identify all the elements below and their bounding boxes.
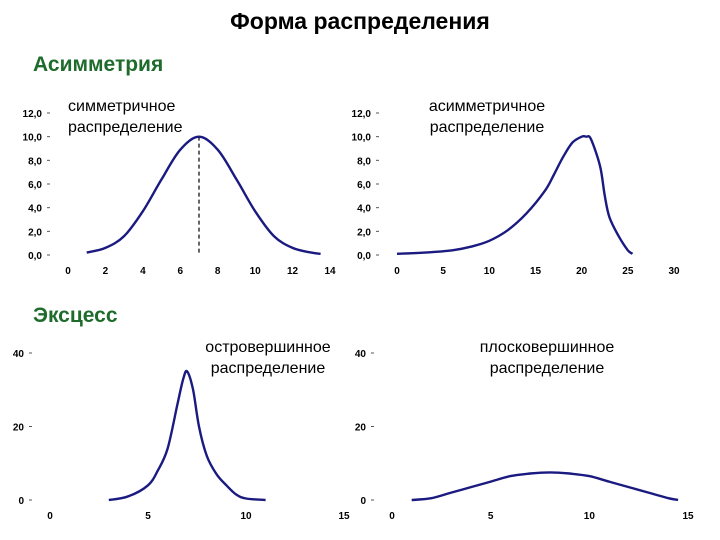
distribution-curve <box>396 134 634 255</box>
x-tick-label: 5 <box>145 511 151 522</box>
caption-line: распределение <box>210 360 326 377</box>
distribution-curve <box>411 471 679 502</box>
distribution-curve <box>86 135 321 255</box>
caption-line: распределение <box>489 360 605 377</box>
x-tick-label: 0 <box>65 266 71 277</box>
x-tick-label: 12 <box>287 266 299 277</box>
y-tick-label: 0,0 <box>28 251 42 262</box>
caption-asymmetric: асимметричное распределение <box>412 96 562 138</box>
x-tick-label: 5 <box>440 266 446 277</box>
caption-line: плосковершинное <box>479 339 615 356</box>
y-tick-label: 12,0 <box>352 109 372 120</box>
section-kurtosis: Эксцесс <box>33 304 118 327</box>
x-tick-label: 14 <box>324 266 336 277</box>
x-tick-label: 4 <box>140 266 146 277</box>
y-tick-label: 2,0 <box>357 227 371 238</box>
x-tick-label: 0 <box>47 511 53 522</box>
x-tick-label: 15 <box>682 511 694 522</box>
y-tick-label: 4,0 <box>357 204 371 215</box>
y-tick-label: 10,0 <box>23 133 43 144</box>
x-tick-label: 2 <box>103 266 109 277</box>
section-asymmetry: Асимметрия <box>33 53 164 76</box>
y-tick-label: 40 <box>355 349 367 360</box>
caption-leptokurtic: островершинное распределение <box>188 337 348 379</box>
caption-line: островершинное <box>205 339 331 356</box>
page-title: Форма распределения <box>230 8 490 34</box>
caption-line: симметричное <box>68 98 176 115</box>
x-tick-label: 15 <box>338 511 350 522</box>
y-tick-label: 0 <box>360 496 366 507</box>
y-tick-label: 4,0 <box>28 204 42 215</box>
caption-line: распределение <box>429 119 545 136</box>
y-tick-label: 8,0 <box>357 156 371 167</box>
y-tick-label: 6,0 <box>28 180 42 191</box>
x-tick-label: 10 <box>584 511 596 522</box>
x-tick-label: 10 <box>250 266 262 277</box>
distribution-curve <box>108 369 266 502</box>
x-tick-label: 10 <box>240 511 252 522</box>
caption-line: распределение <box>68 119 183 136</box>
x-tick-label: 6 <box>178 266 184 277</box>
caption-platykurtic: плосковершинное распределение <box>462 337 632 379</box>
x-tick-label: 20 <box>576 266 588 277</box>
y-tick-label: 20 <box>13 423 25 434</box>
y-tick-label: 12,0 <box>23 109 43 120</box>
y-tick-label: 10,0 <box>352 133 372 144</box>
x-tick-label: 10 <box>484 266 496 277</box>
y-tick-label: 40 <box>13 349 25 360</box>
caption-symmetric: симметричное распределение <box>68 96 183 138</box>
y-tick-label: 20 <box>355 423 367 434</box>
y-tick-label: 0,0 <box>357 251 371 262</box>
x-tick-label: 30 <box>668 266 680 277</box>
x-tick-label: 25 <box>622 266 634 277</box>
x-tick-label: 8 <box>215 266 221 277</box>
y-tick-label: 8,0 <box>28 156 42 167</box>
y-tick-label: 2,0 <box>28 227 42 238</box>
x-tick-label: 0 <box>394 266 400 277</box>
x-tick-label: 5 <box>488 511 494 522</box>
y-tick-label: 0 <box>18 496 24 507</box>
x-tick-label: 15 <box>530 266 542 277</box>
caption-line: асимметричное <box>428 98 546 115</box>
y-tick-label: 6,0 <box>357 180 371 191</box>
x-tick-label: 0 <box>389 511 395 522</box>
